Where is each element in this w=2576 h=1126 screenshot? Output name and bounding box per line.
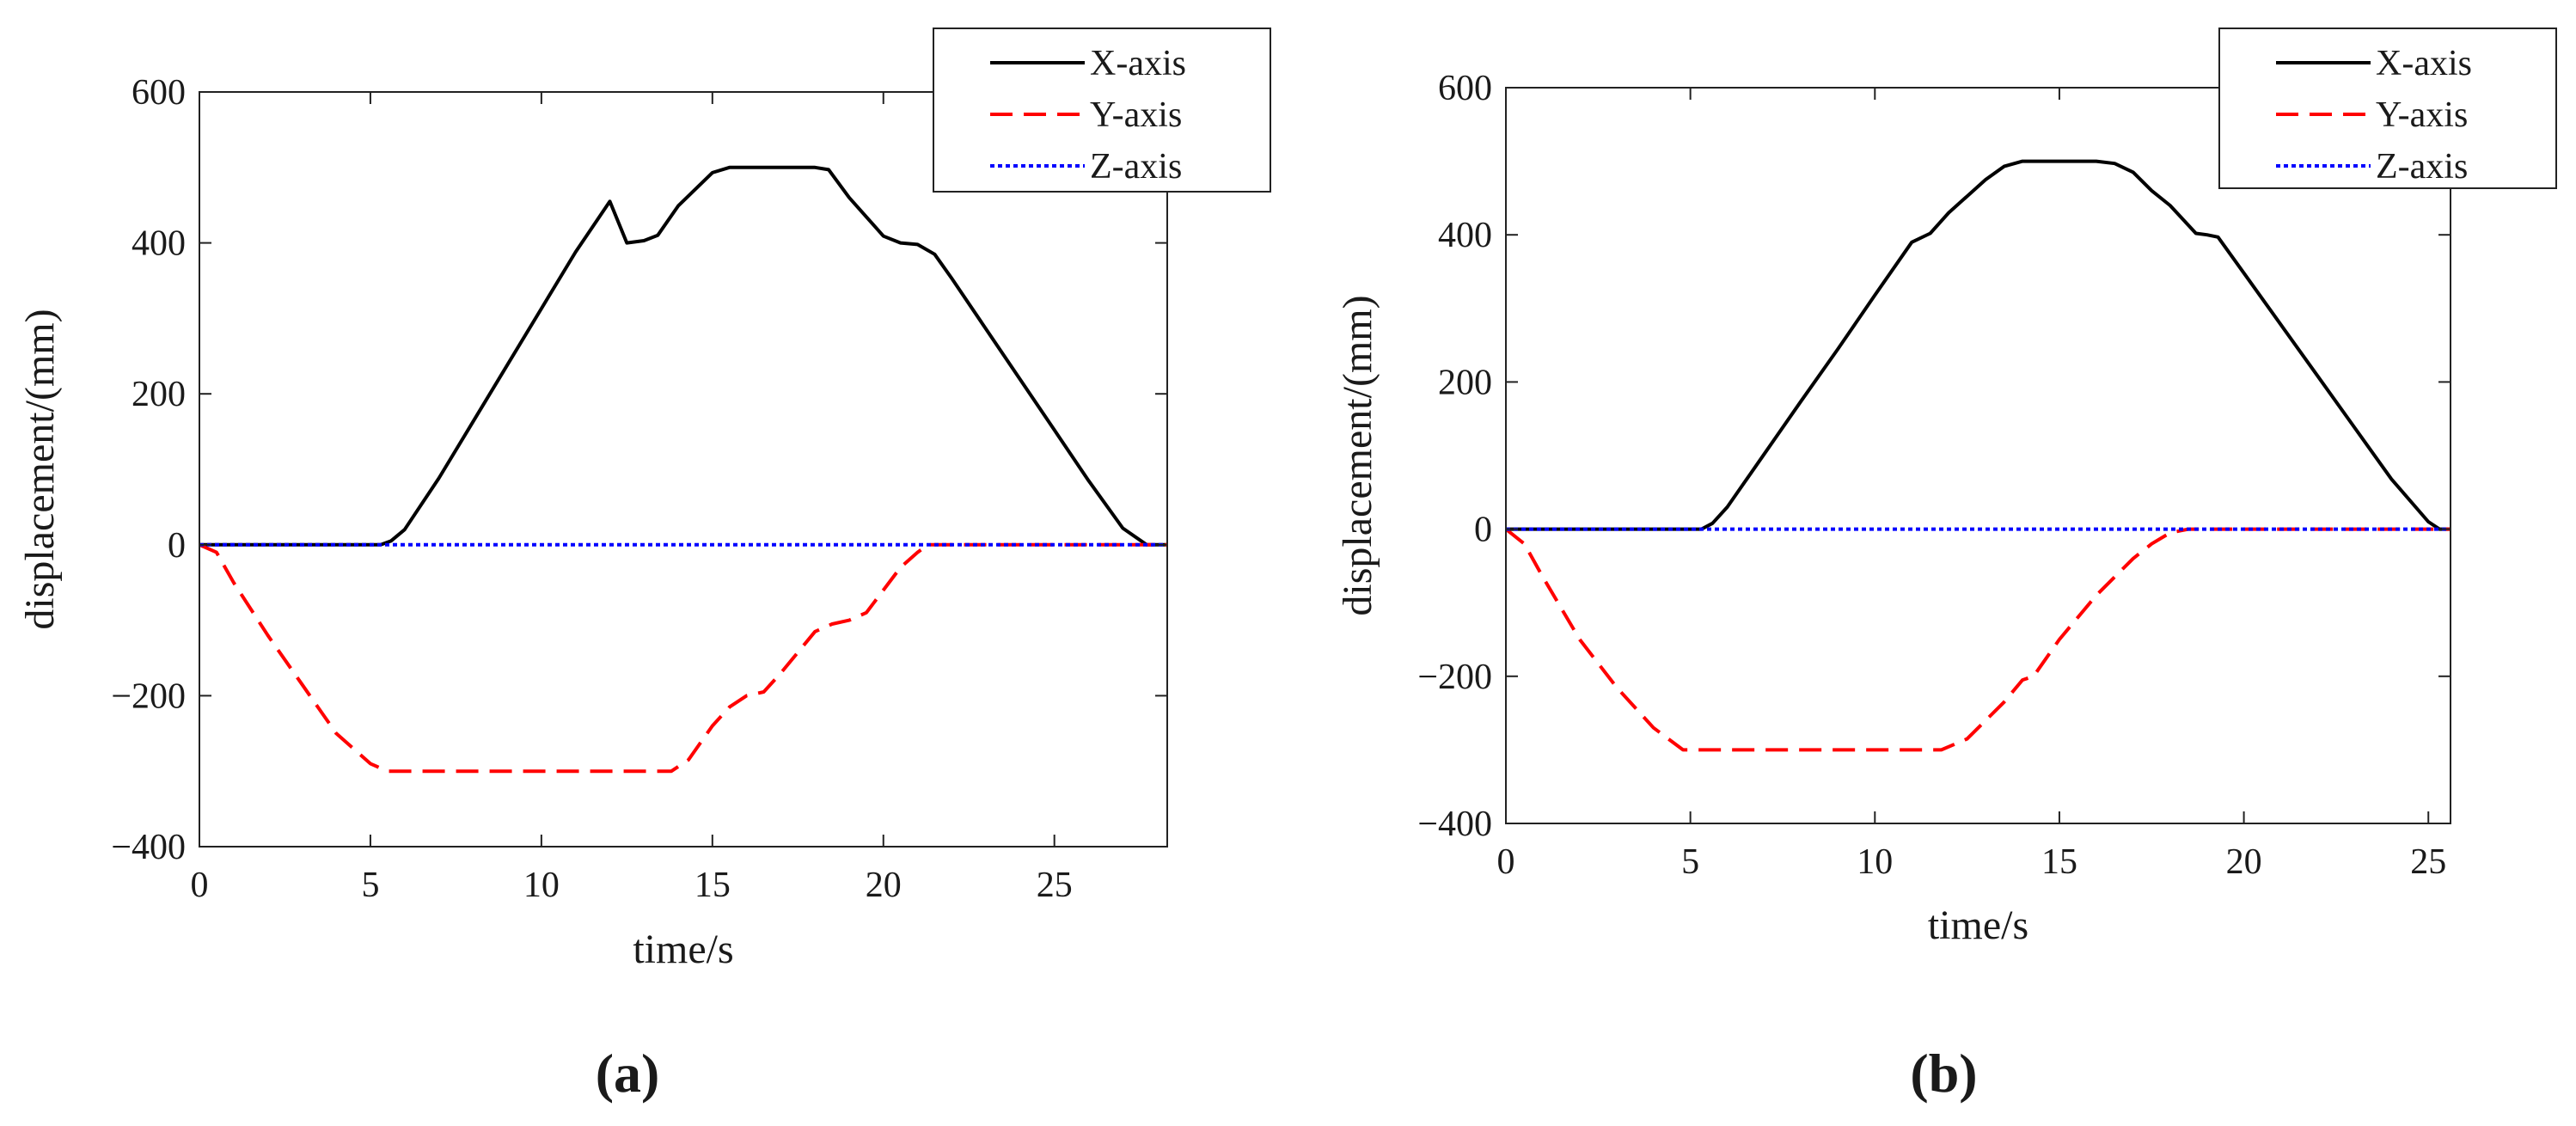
y-axis-label: displacement/(mm) xyxy=(17,309,63,629)
x-tick-label: 20 xyxy=(866,866,902,905)
x-tick-label: 0 xyxy=(1497,842,1515,882)
x-tick-label: 0 xyxy=(191,866,209,905)
legend-box xyxy=(933,28,1271,193)
chart-panel-b: 0 5 10 15 20 25 −400 −200 0 200 400 600 time/s displa… xyxy=(1335,28,2557,1104)
x-tick-label: 20 xyxy=(2226,842,2262,882)
series-line-x-axis xyxy=(199,165,1167,547)
series-line-y-axis xyxy=(199,542,1167,774)
y-tick-label: 600 xyxy=(132,73,186,113)
x-axis-label: time/s xyxy=(1928,903,2028,948)
legend-label: Y-axis xyxy=(1090,95,1182,135)
y-tick-label: 400 xyxy=(132,224,186,264)
x-axis-label: time/s xyxy=(633,927,733,972)
y-tick-label: 600 xyxy=(1438,69,1492,108)
series-group xyxy=(199,165,1167,774)
chart-panel-a: 0 5 10 15 20 25 −400 −200 0 200 400 600 time/s displa… xyxy=(17,28,1271,1104)
legend-box xyxy=(2218,28,2557,189)
x-tick-label: 5 xyxy=(361,866,379,905)
y-tick-label: 200 xyxy=(1438,363,1492,402)
legend-label: Z-axis xyxy=(2376,147,2468,187)
panel-label: (b) xyxy=(1910,1043,1977,1104)
x-tick-label: 5 xyxy=(1681,842,1699,882)
x-tick-label: 25 xyxy=(2410,842,2446,882)
y-tick-label: 400 xyxy=(1438,216,1492,255)
y-tick-label: 0 xyxy=(168,526,186,566)
y-tick-label: 0 xyxy=(1474,511,1492,550)
x-tick-label: 10 xyxy=(523,866,560,905)
y-axis-label: displacement/(mm) xyxy=(1335,295,1380,615)
x-tick-label: 15 xyxy=(694,866,731,905)
panel-label: (a) xyxy=(596,1043,660,1104)
y-tick-label: −200 xyxy=(1417,658,1492,697)
y-tick-label: −400 xyxy=(1417,805,1492,844)
plot-frame xyxy=(199,91,1168,848)
y-tick-label: 200 xyxy=(132,375,186,414)
y-tick-label: −200 xyxy=(111,676,186,716)
legend-label: X-axis xyxy=(2376,44,2472,83)
legend-label: X-axis xyxy=(1090,44,1186,83)
legend: X-axis Y-axis Z-axis xyxy=(933,28,1271,193)
x-tick-label: 15 xyxy=(2041,842,2077,882)
series-line-y-axis xyxy=(1506,527,2451,752)
legend-label: Z-axis xyxy=(1090,147,1182,187)
series-group xyxy=(1506,159,2451,752)
series-line-x-axis xyxy=(1506,159,2451,531)
legend: X-axis Y-axis Z-axis xyxy=(2218,28,2557,189)
y-tick-label: −400 xyxy=(111,828,186,867)
x-tick-label: 10 xyxy=(1857,842,1893,882)
legend-label: Y-axis xyxy=(2376,95,2468,135)
plot-frame xyxy=(1505,87,2451,824)
x-tick-label: 25 xyxy=(1037,866,1073,905)
